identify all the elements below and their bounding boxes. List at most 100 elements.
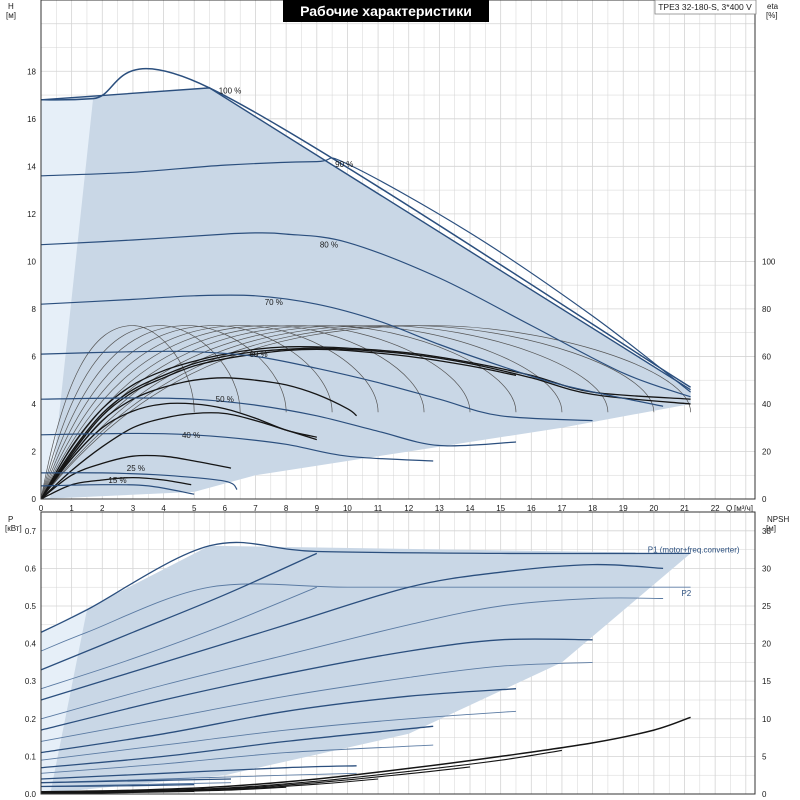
npsh-axis-unit: [м] bbox=[766, 524, 776, 533]
flow-tick-label: 4 bbox=[161, 504, 166, 513]
flow-tick-label: 9 bbox=[315, 504, 320, 513]
head-tick-label: 12 bbox=[27, 210, 36, 219]
p2-curve bbox=[40, 744, 434, 774]
p1-curve bbox=[40, 563, 664, 701]
p1-curve bbox=[40, 783, 195, 788]
flow-tick-label: 6 bbox=[223, 504, 228, 513]
eta-thin-curve bbox=[40, 325, 379, 500]
head-tick-label: 0 bbox=[32, 495, 37, 504]
flow-tick-label: 21 bbox=[680, 504, 689, 513]
p2-curve bbox=[40, 586, 317, 690]
flow-tick-label: 0 bbox=[39, 504, 44, 513]
power-axis-label: P bbox=[8, 515, 13, 524]
head-tick-label: 4 bbox=[32, 400, 37, 409]
head-tick-label: 2 bbox=[32, 447, 37, 456]
speed-percent-label: 15 % bbox=[108, 476, 126, 485]
speed-percent-label: 80 % bbox=[320, 241, 338, 250]
p1-curve bbox=[40, 688, 517, 754]
speed-percent-label: 50 % bbox=[216, 395, 234, 404]
npsh-tick-label: 30 bbox=[762, 564, 771, 573]
power-tick-label: 0.1 bbox=[25, 752, 37, 761]
eta-curve bbox=[40, 347, 691, 500]
npsh-tick-label: 5 bbox=[762, 752, 767, 761]
speed-percent-label: 100 % bbox=[219, 86, 242, 95]
flow-tick-label: 22 bbox=[711, 504, 720, 513]
top-panel-frame bbox=[40, 0, 756, 500]
flow-tick-label: 12 bbox=[404, 504, 413, 513]
p2-curve bbox=[40, 583, 691, 652]
head-tick-label: 16 bbox=[27, 115, 36, 124]
head-curve bbox=[40, 232, 691, 398]
p2-curve bbox=[40, 710, 517, 761]
speed-percent-label: 70 % bbox=[265, 298, 283, 307]
head-curve bbox=[40, 157, 691, 393]
head-curve bbox=[40, 397, 517, 447]
head-efficiency-panel: 100 % 90 % 80 % 70 % 60 % 50 % 40 % 25 %15 % 0 2 4… bbox=[6, 0, 779, 513]
head-tick-label: 18 bbox=[27, 67, 36, 76]
head-curve bbox=[40, 432, 434, 462]
flow-tick-label: 8 bbox=[284, 504, 289, 513]
head-tick-label: 6 bbox=[32, 352, 37, 361]
p1-curve bbox=[40, 765, 357, 780]
flow-tick-label: 10 bbox=[343, 504, 352, 513]
eta-thin-curve bbox=[40, 325, 691, 500]
eta-tick-label: 100 bbox=[762, 257, 776, 266]
npsh-curves bbox=[40, 716, 691, 795]
eta-curve bbox=[40, 412, 317, 500]
flow-tick-label: 13 bbox=[435, 504, 444, 513]
head-curve bbox=[40, 472, 238, 490]
power-tick-label: 0.7 bbox=[25, 527, 37, 536]
flow-tick-label: 2 bbox=[100, 504, 105, 513]
p1-curve bbox=[40, 725, 434, 769]
flow-tick-label: 1 bbox=[69, 504, 74, 513]
eta-curve bbox=[40, 454, 232, 500]
power-axis-unit: [кВт] bbox=[5, 524, 22, 533]
eta-curve bbox=[40, 402, 317, 500]
eta-tick-label: 40 bbox=[762, 400, 771, 409]
npsh-tick-label: 15 bbox=[762, 677, 771, 686]
p1-curves bbox=[40, 541, 691, 788]
flow-tick-label: 16 bbox=[527, 504, 536, 513]
flow-tick-label: 17 bbox=[557, 504, 566, 513]
npsh-curve bbox=[40, 790, 195, 795]
head-envelope-line bbox=[40, 87, 691, 391]
flow-axis-unit: [м³/ч] bbox=[734, 504, 753, 513]
chart-title-background bbox=[283, 0, 489, 22]
p2-curve bbox=[40, 661, 593, 742]
flow-tick-label: 15 bbox=[496, 504, 505, 513]
flow-tick-label: 19 bbox=[619, 504, 628, 513]
p2-curve-label: P2 bbox=[681, 589, 691, 598]
p1-curve bbox=[40, 541, 691, 633]
eta-thin-curve bbox=[40, 325, 333, 500]
chart-title-box: Рабочие характеристики bbox=[283, 0, 489, 22]
model-label-box: TPE3 32-180-S, 3*400 V bbox=[654, 0, 757, 15]
head-curves: 100 % 90 % 80 % 70 % 60 % 50 % 40 % 25 %15 % bbox=[40, 68, 691, 495]
eta-thin-curve bbox=[40, 325, 609, 500]
head-curve bbox=[40, 350, 593, 422]
eta-curve bbox=[40, 377, 358, 500]
eta-tick-label: 60 bbox=[762, 352, 771, 361]
power-operating-area bbox=[41, 545, 691, 794]
power-tick-label: 0.6 bbox=[25, 564, 37, 573]
npsh-tick-label: 25 bbox=[762, 602, 771, 611]
flow-tick-label: 11 bbox=[374, 504, 383, 513]
p2-curve bbox=[40, 597, 664, 720]
flow-tick-label: 7 bbox=[253, 504, 258, 513]
eta-tick-label: 20 bbox=[762, 447, 771, 456]
npsh-tick-label: 35 bbox=[762, 527, 771, 536]
power-tick-label: 0.3 bbox=[25, 677, 37, 686]
npsh-tick-label: 10 bbox=[762, 715, 771, 724]
p1-curve bbox=[40, 778, 232, 784]
head-curve bbox=[40, 294, 664, 407]
eta-curve bbox=[40, 348, 517, 500]
head-tick-label: 14 bbox=[27, 162, 36, 171]
p1-curve bbox=[40, 552, 318, 671]
bottom-panel-frame bbox=[40, 511, 756, 795]
flow-tick-label: 18 bbox=[588, 504, 597, 513]
head-axis-unit: [м] bbox=[6, 11, 16, 20]
chart-title: Рабочие характеристики bbox=[300, 3, 472, 19]
power-npsh-panel: P1 (motor+freq.converter) P2 0.0 0.1 0.2 0.3 0… bbox=[5, 511, 789, 799]
p1-curve-label: P1 (motor+freq.converter) bbox=[648, 546, 740, 555]
eta-tick-label: 80 bbox=[762, 305, 771, 314]
